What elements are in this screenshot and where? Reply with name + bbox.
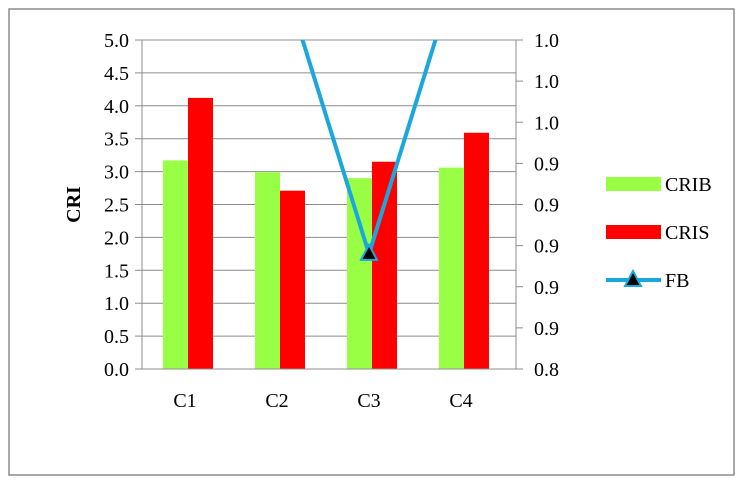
y2-tick-label: 0.9 xyxy=(534,153,559,175)
x-tick-label: C1 xyxy=(173,390,196,412)
y-tick-label: 1.5 xyxy=(104,260,129,282)
y-axis-title: CRI xyxy=(63,186,85,223)
legend-label: FB xyxy=(665,270,689,292)
legend-item-cris: CRIS xyxy=(606,222,709,244)
line-fb xyxy=(300,40,438,261)
legend: CRIB CRIS FB xyxy=(606,174,712,292)
line-series xyxy=(300,40,438,261)
y2-tick-label: 1.0 xyxy=(534,71,559,93)
y-tick-label: 3.5 xyxy=(104,129,129,151)
legend-swatch-cris xyxy=(606,225,661,239)
y-tick-label: 0.0 xyxy=(104,359,129,381)
y-tick-label: 2.5 xyxy=(104,195,129,217)
bar-crib-c3 xyxy=(347,178,372,369)
y-tick-label: 4.0 xyxy=(104,96,129,118)
y-tick-label: 0.5 xyxy=(104,326,129,348)
y-tick-label: 3.0 xyxy=(104,162,129,184)
x-tick-label: C3 xyxy=(357,390,380,412)
bar-cris-c3 xyxy=(372,161,397,369)
y-tick-label: 5.0 xyxy=(104,30,129,52)
bars xyxy=(163,97,489,370)
legend-item-fb: FB xyxy=(606,268,689,292)
y-tick-label: 1.0 xyxy=(104,293,129,315)
legend-item-crib: CRIB xyxy=(606,174,712,196)
axes xyxy=(135,39,523,370)
axis-labels: 0.0 0.5 1.0 1.5 2.0 2.5 3.0 3.5 4.0 4.5 5.0 0.8 0.9 0… xyxy=(63,30,559,412)
bar-crib-c4 xyxy=(439,167,464,369)
legend-swatch-crib xyxy=(606,177,661,191)
y2-tick-label: 0.9 xyxy=(534,318,559,340)
y2-tick-label: 0.9 xyxy=(534,236,559,258)
bar-cris-c4 xyxy=(464,132,489,369)
bar-crib-c2 xyxy=(255,172,280,369)
y2-tick-label: 0.9 xyxy=(534,195,559,217)
y2-tick-label: 1.0 xyxy=(534,30,559,52)
x-tick-label: C4 xyxy=(449,390,472,412)
bar-cris-c2 xyxy=(280,190,305,369)
legend-label: CRIS xyxy=(665,222,709,244)
bar-cris-c1 xyxy=(188,97,213,370)
marker-fb-c3 xyxy=(359,242,379,261)
y-tick-label: 2.0 xyxy=(104,227,129,249)
y2-tick-label: 1.0 xyxy=(534,112,559,134)
legend-marker-fb xyxy=(623,268,643,287)
x-tick-label: C2 xyxy=(265,390,288,412)
y2-tick-label: 0.9 xyxy=(534,277,559,299)
y-tick-label: 4.5 xyxy=(104,63,129,85)
y2-tick-label: 0.8 xyxy=(534,359,559,381)
bar-crib-c1 xyxy=(163,160,188,369)
legend-label: CRIB xyxy=(665,174,712,196)
